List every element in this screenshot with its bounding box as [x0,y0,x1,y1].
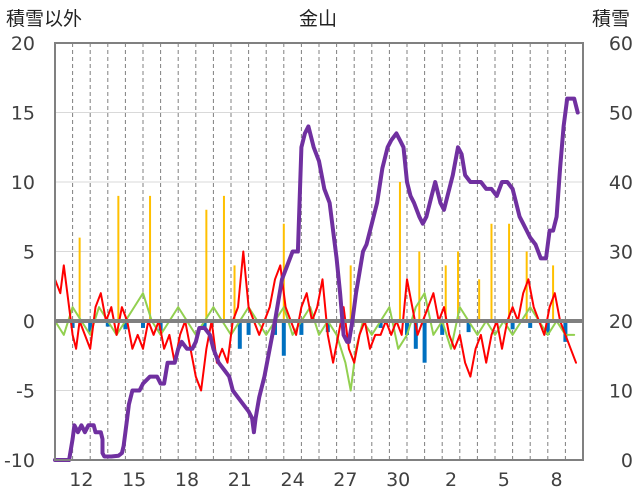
x-tick-label: 12 [69,469,93,491]
x-tick-label: 15 [122,469,146,491]
blue-bar [246,321,251,335]
left-y-tick-label: 15 [11,103,35,125]
blue-bar [440,321,445,335]
blue-bar [281,321,286,356]
x-tick-label: 2 [445,469,457,491]
x-tick-label: 24 [281,469,305,491]
blue-bar [510,321,515,330]
blue-bar [299,321,304,335]
x-tick-label: 27 [333,469,357,491]
plot-border [54,42,584,461]
right-axis-label: 積雪 [592,8,630,30]
chart-title: 金山 [299,8,337,30]
blue-bar [123,321,128,330]
left-axis-label: 積雪以外 [6,8,82,30]
series-marks [53,96,583,462]
green-series-line [54,292,576,392]
right-y-tick-label: 30 [609,242,633,264]
x-tick-label: 8 [551,469,563,491]
blue-bar [545,321,550,335]
blue-bar [378,321,383,328]
right-y-tick-label: 0 [621,450,633,472]
left-y-tick-label: -5 [16,381,35,403]
blue-bar [88,321,93,333]
blue-bar [141,321,145,328]
blue-bar [105,321,110,327]
x-tick-label: 30 [386,469,410,491]
gridlines [55,42,583,461]
left-y-tick-label: 10 [11,172,35,194]
blue-bar [70,321,75,328]
left-y-tick-label: 20 [11,33,35,55]
right-y-tick-label: 40 [609,172,633,194]
blue-bar [528,321,533,328]
left-y-tick-label: -10 [4,450,35,472]
right-y-tick-label: 20 [609,311,633,333]
x-tick-label: 21 [228,469,252,491]
plot-frame [54,42,584,461]
left-y-tick-label: 5 [23,242,35,264]
blue-bar [466,321,471,333]
x-tick-label: 5 [498,469,510,491]
blue-bar [202,321,207,330]
blue-bar [237,321,242,349]
right-y-tick-label: 50 [609,103,633,125]
right-y-tick-label: 60 [609,33,633,55]
right-y-tick-label: 10 [609,381,633,403]
blue-bar [422,321,427,363]
left-y-tick-label: 0 [23,311,35,333]
snow-depth-line [53,96,580,462]
x-tick-label: 18 [175,469,199,491]
blue-bar [413,321,418,349]
blue-bar [405,321,409,335]
blue-bar [563,321,568,342]
